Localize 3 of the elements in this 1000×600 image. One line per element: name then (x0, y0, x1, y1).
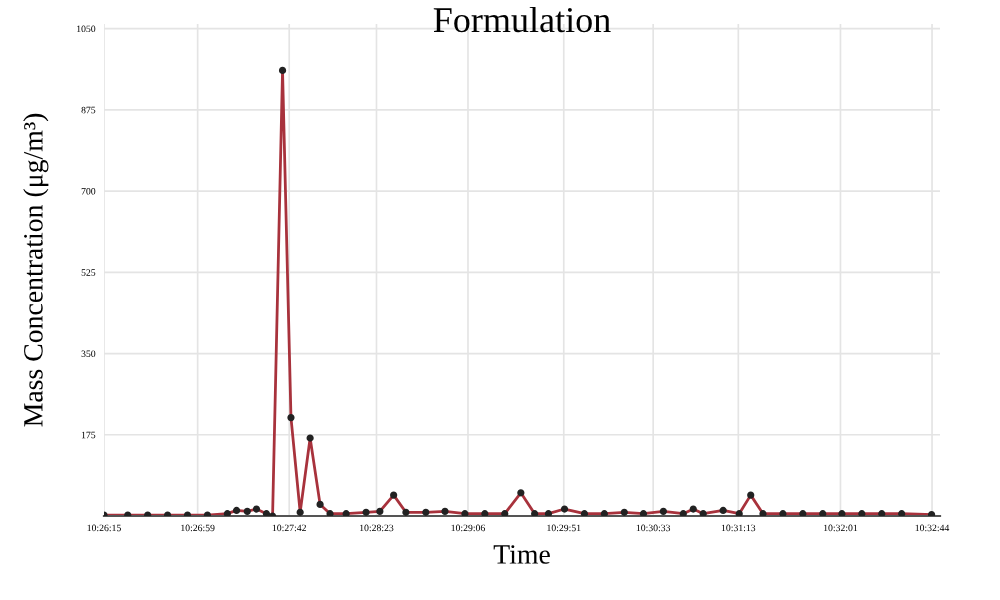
y-axis-title: Mass Concentration (μg/m³) (23, 113, 49, 427)
x-axis-title: Time (493, 545, 550, 564)
chart-title: Formulation (433, 6, 611, 33)
